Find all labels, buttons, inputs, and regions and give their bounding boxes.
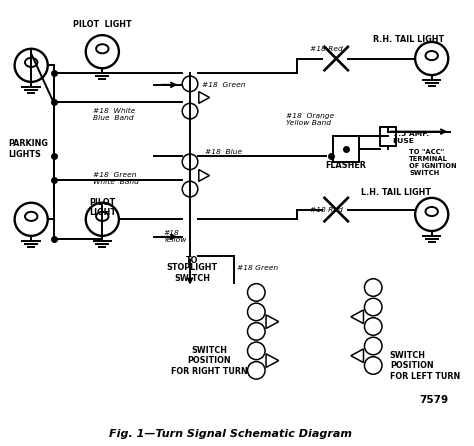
Text: #18  White
Blue  Band: #18 White Blue Band [92, 107, 135, 120]
Text: SWITCH
POSITION
FOR RIGHT TURN: SWITCH POSITION FOR RIGHT TURN [171, 346, 248, 376]
Text: Fig. 1—Turn Signal Schematic Diagram: Fig. 1—Turn Signal Schematic Diagram [109, 429, 353, 439]
Text: #18  Orange
Yellow Band: #18 Orange Yellow Band [285, 113, 334, 126]
Text: #18  Blue: #18 Blue [205, 149, 242, 155]
Text: #18 Red: #18 Red [310, 206, 343, 213]
Text: FLASHER: FLASHER [326, 161, 366, 170]
Text: 7579: 7579 [419, 395, 448, 405]
Text: PILOT
LIGHT: PILOT LIGHT [89, 198, 116, 217]
Text: #18
Yellow: #18 Yellow [164, 230, 187, 244]
Bar [333, 136, 359, 162]
Text: L.H. TAIL LIGHT: L.H. TAIL LIGHT [361, 189, 430, 198]
Text: 7.5 AMP.
FUSE: 7.5 AMP. FUSE [393, 131, 429, 144]
Text: #18  Green: #18 Green [202, 82, 245, 88]
Text: TO: TO [186, 256, 198, 265]
Text: PILOT  LIGHT: PILOT LIGHT [73, 20, 132, 29]
Text: SWITCH
POSITION
FOR LEFT TURN: SWITCH POSITION FOR LEFT TURN [390, 351, 460, 381]
Text: PARKING
LIGHTS: PARKING LIGHTS [8, 140, 48, 159]
Text: #18 Red: #18 Red [310, 46, 343, 52]
Text: #18 Green: #18 Green [237, 265, 278, 271]
Text: TO "ACC"
TERMINAL
OF IGNITION
SWITCH: TO "ACC" TERMINAL OF IGNITION SWITCH [409, 149, 457, 176]
Bar [380, 127, 396, 146]
Text: R.H. TAIL LIGHT: R.H. TAIL LIGHT [373, 34, 444, 44]
Text: #18  Green
White  Band: #18 Green White Band [92, 172, 138, 185]
Text: STOPLIGHT
SWITCH: STOPLIGHT SWITCH [166, 263, 218, 283]
